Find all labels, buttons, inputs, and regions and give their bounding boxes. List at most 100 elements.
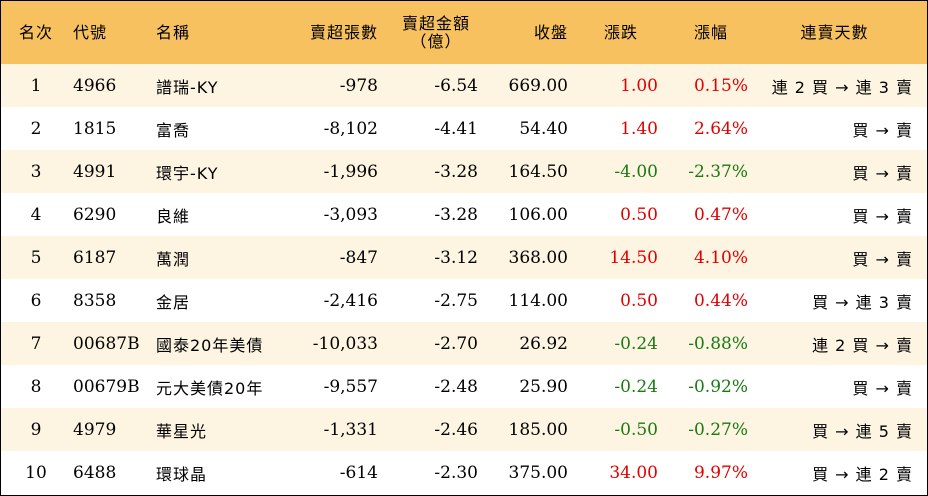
cell-net-sell-amount: -3.28 [434, 204, 478, 225]
cell-streak: 買 → 賣 [852, 249, 913, 269]
cell-net-sell-lots: -1,331 [323, 419, 378, 440]
cell-close: 185.00 [508, 419, 568, 440]
cell-close: 164.50 [508, 161, 568, 182]
cell-name: 國泰20年美債 [156, 335, 264, 355]
cell-streak: 買 → 連 3 賣 [812, 292, 913, 312]
cell-streak: 買 → 賣 [852, 206, 913, 226]
cell-change-pct: 0.47% [693, 204, 748, 225]
cell-name: 環球晶 [156, 464, 208, 484]
cell-change: -0.24 [614, 333, 658, 354]
cell-change: -0.24 [614, 376, 658, 397]
table-header: 名次 代號 名稱 賣超張數 賣超金額 （億） 收盤 漲跌 漲幅 連賣天數 [1, 1, 927, 64]
cell-streak: 買 → 賣 [852, 378, 913, 398]
header-row: 名次 代號 名稱 賣超張數 賣超金額 （億） 收盤 漲跌 漲幅 連賣天數 [1, 1, 927, 64]
cell-rank: 6 [30, 290, 42, 311]
cell-code: 00679B [73, 376, 140, 397]
cell-code: 8358 [73, 290, 117, 311]
cell-rank: 5 [30, 247, 42, 268]
cell-net-sell-lots: -2,416 [323, 290, 378, 311]
table-row: 5 6187 萬潤 -847 -3.12 368.00 14.50 4.10% … [1, 236, 927, 279]
cell-net-sell-lots: -1,996 [323, 161, 378, 182]
cell-rank: 7 [30, 333, 42, 354]
cell-net-sell-amount: -2.30 [434, 462, 478, 483]
table-body: 1 4966 譜瑞-KY -978 -6.54 669.00 1.00 0.15… [1, 64, 927, 494]
table-row: 8 00679B 元大美債20年 -9,557 -2.48 25.90 -0.2… [1, 365, 927, 408]
table-row: 1 4966 譜瑞-KY -978 -6.54 669.00 1.00 0.15… [1, 64, 927, 107]
cell-name: 金居 [156, 292, 191, 312]
cell-code: 6488 [73, 462, 117, 483]
cell-net-sell-lots: -614 [339, 462, 378, 483]
cell-change-pct: -0.92% [688, 376, 748, 397]
header-net-sell-amount-line1: 賣超金額 [401, 13, 470, 33]
cell-streak: 買 → 賣 [852, 163, 913, 183]
cell-net-sell-amount: -2.70 [434, 333, 478, 354]
cell-change: -4.00 [614, 161, 658, 182]
cell-change: -0.50 [614, 419, 658, 440]
cell-name: 環宇-KY [156, 163, 219, 183]
header-change-pct: 漲幅 [693, 22, 728, 42]
cell-name: 譜瑞-KY [156, 77, 219, 97]
cell-change: 34.00 [609, 462, 658, 483]
cell-net-sell-lots: -10,033 [312, 333, 378, 354]
header-streak: 連賣天數 [800, 22, 869, 42]
cell-net-sell-amount: -3.12 [434, 247, 478, 268]
cell-code: 00687B [73, 333, 140, 354]
header-name: 名稱 [156, 22, 191, 42]
cell-name: 良維 [156, 206, 191, 226]
cell-rank: 9 [30, 419, 42, 440]
table-row: 9 4979 華星光 -1,331 -2.46 185.00 -0.50 -0.… [1, 408, 927, 451]
table-row: 4 6290 良維 -3,093 -3.28 106.00 0.50 0.47%… [1, 193, 927, 236]
header-close: 收盤 [533, 22, 568, 42]
cell-close: 106.00 [508, 204, 568, 225]
cell-name: 富喬 [156, 120, 191, 140]
cell-change-pct: 2.64% [693, 118, 748, 139]
cell-name: 華星光 [156, 421, 208, 441]
cell-code: 6290 [73, 204, 117, 225]
cell-change-pct: 9.97% [693, 462, 748, 483]
table-row: 6 8358 金居 -2,416 -2.75 114.00 0.50 0.44%… [1, 279, 927, 322]
table-row: 10 6488 環球晶 -614 -2.30 375.00 34.00 9.97… [1, 451, 927, 494]
header-net-sell-lots: 賣超張數 [309, 22, 378, 42]
cell-close: 54.40 [519, 118, 568, 139]
cell-net-sell-amount: -4.41 [434, 118, 478, 139]
cell-close: 114.00 [508, 290, 568, 311]
cell-net-sell-amount: -2.46 [434, 419, 478, 440]
cell-streak: 連 2 買 → 賣 [812, 335, 913, 355]
cell-code: 4966 [73, 75, 117, 96]
cell-code: 1815 [73, 118, 117, 139]
cell-change-pct: -2.37% [688, 161, 748, 182]
cell-net-sell-amount: -2.75 [434, 290, 478, 311]
table-row: 3 4991 環宇-KY -1,996 -3.28 164.50 -4.00 -… [1, 150, 927, 193]
cell-close: 25.90 [519, 376, 568, 397]
cell-close: 375.00 [508, 462, 568, 483]
cell-net-sell-amount: -6.54 [434, 75, 478, 96]
header-net-sell-amount-line2: （億） [410, 31, 462, 51]
cell-net-sell-lots: -847 [339, 247, 378, 268]
cell-change-pct: 4.10% [693, 247, 748, 268]
header-code: 代號 [73, 22, 108, 42]
header-rank: 名次 [18, 22, 53, 42]
cell-net-sell-lots: -3,093 [323, 204, 378, 225]
cell-net-sell-lots: -9,557 [323, 376, 378, 397]
cell-code: 4979 [73, 419, 117, 440]
cell-net-sell-amount: -2.48 [434, 376, 478, 397]
cell-change: 1.40 [620, 118, 658, 139]
cell-net-sell-amount: -3.28 [434, 161, 478, 182]
cell-close: 669.00 [508, 75, 568, 96]
cell-rank: 3 [30, 161, 42, 182]
cell-rank: 8 [30, 376, 42, 397]
cell-change-pct: 0.15% [693, 75, 748, 96]
cell-change: 14.50 [609, 247, 658, 268]
cell-close: 26.92 [519, 333, 568, 354]
cell-name: 萬潤 [156, 249, 191, 269]
cell-code: 6187 [73, 247, 117, 268]
cell-name: 元大美債20年 [156, 378, 264, 398]
cell-change: 0.50 [620, 290, 658, 311]
cell-rank: 2 [30, 118, 42, 139]
cell-rank: 10 [25, 462, 47, 483]
cell-change: 1.00 [620, 75, 658, 96]
header-change: 漲跌 [603, 22, 638, 42]
header-net-sell-amount: 賣超金額 （億） [386, 1, 486, 64]
cell-change: 0.50 [620, 204, 658, 225]
